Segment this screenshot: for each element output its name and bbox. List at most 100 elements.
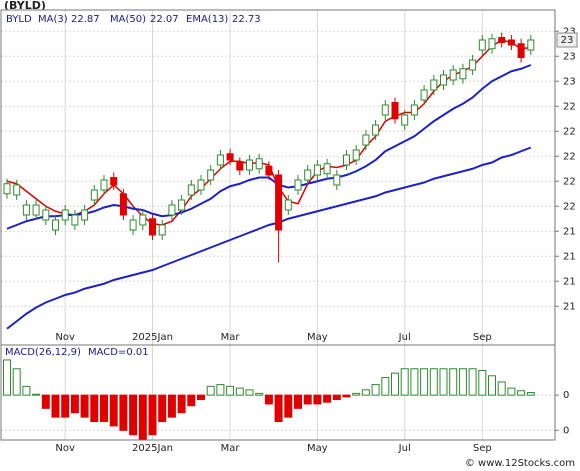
- candle-body: [449, 69, 457, 81]
- candle-body: [226, 153, 234, 161]
- y-tick-label: 0: [563, 425, 569, 436]
- macd-bar: [235, 387, 244, 396]
- y-tick-label: 21: [563, 251, 576, 262]
- candle-body: [430, 79, 438, 91]
- candle-body: [187, 184, 195, 196]
- y-tick-label: 0: [563, 390, 569, 401]
- macd-bar: [226, 385, 235, 396]
- candle-body: [158, 224, 166, 236]
- macd-bar: [90, 394, 99, 423]
- y-tick-label: 23: [563, 76, 576, 87]
- candle-body: [517, 43, 525, 58]
- macd-bar: [12, 368, 21, 396]
- x-tick-label: 2025Jan: [132, 332, 173, 343]
- macd-bar: [352, 392, 361, 396]
- candle-body: [507, 39, 515, 46]
- candle-body: [294, 179, 302, 191]
- macd-bar: [400, 368, 409, 396]
- last-price-box: [556, 32, 578, 48]
- macd-bar: [264, 394, 273, 405]
- macd-bar: [177, 394, 186, 414]
- macd-bar: [449, 368, 458, 396]
- macd-bar: [129, 394, 138, 436]
- candle-body: [71, 214, 79, 226]
- macd-bar: [148, 394, 157, 436]
- x-tick-label: 2025Jan: [132, 443, 173, 454]
- candle-body: [401, 114, 409, 126]
- macd-bar: [22, 385, 31, 396]
- macd-bar: [526, 392, 535, 396]
- ticker-label: BYLD: [6, 14, 32, 25]
- legend-value: 22.73: [232, 14, 261, 25]
- macd-bar: [216, 384, 225, 396]
- x-tick-label: May: [307, 332, 328, 343]
- moving-average-line: [6, 64, 532, 230]
- candle-body: [362, 134, 370, 146]
- macd-bar: [381, 377, 390, 396]
- macd-bar: [410, 368, 419, 396]
- candle-body: [207, 169, 215, 181]
- macd-bar: [391, 372, 399, 396]
- macd-bar: [100, 394, 108, 423]
- macd-bar: [313, 394, 322, 405]
- candle-body: [149, 218, 156, 236]
- candle-body: [119, 193, 127, 216]
- candle-body: [352, 149, 360, 161]
- macd-bar: [158, 394, 167, 423]
- macd-bar: [488, 375, 496, 396]
- x-tick-label: Mar: [221, 332, 241, 343]
- macd-bar: [517, 390, 526, 396]
- macd-bar: [303, 394, 312, 405]
- candle-body: [216, 154, 224, 166]
- macd-bar: [439, 368, 448, 396]
- x-tick-label: Nov: [55, 443, 75, 454]
- x-tick-label: Jul: [398, 443, 411, 454]
- y-tick-label: 21: [563, 301, 576, 312]
- macd-bar: [323, 394, 332, 403]
- macd-bar: [109, 394, 118, 427]
- candle-body: [381, 104, 389, 116]
- macd-bar: [3, 359, 11, 396]
- macd-bar: [138, 394, 147, 440]
- macd-bar: [371, 384, 380, 396]
- chart-title: (BYLD): [4, 0, 46, 12]
- candle-body: [459, 68, 467, 80]
- macd-bar: [420, 368, 429, 396]
- candle-body: [32, 204, 40, 216]
- candle-body: [313, 164, 321, 176]
- macd-bar: [342, 394, 351, 398]
- macd-bar: [197, 394, 205, 401]
- macd-bar: [187, 394, 196, 407]
- y-tick-label: 22: [563, 201, 576, 212]
- candle-body: [478, 39, 486, 51]
- macd-bar: [274, 394, 283, 423]
- macd-bar: [458, 368, 467, 396]
- candle-body: [440, 74, 447, 86]
- macd-bar: [294, 394, 302, 409]
- macd-bar: [468, 368, 477, 396]
- x-tick-label: Jul: [398, 332, 411, 343]
- candle-body: [372, 124, 380, 136]
- candle-body: [391, 102, 399, 120]
- candle-body: [246, 159, 253, 171]
- y-tick-label: 21: [563, 276, 576, 287]
- y-tick-label: 22: [563, 176, 576, 187]
- macd-bar: [361, 389, 370, 396]
- x-tick-label: Sep: [473, 332, 492, 343]
- candle-body: [52, 219, 59, 231]
- macd-bar: [332, 394, 341, 401]
- legend-name: MA(3): [38, 14, 68, 25]
- candle-body: [304, 169, 312, 181]
- candle-body: [3, 183, 11, 195]
- macd-bar: [119, 394, 128, 431]
- macd-bar: [206, 385, 215, 396]
- y-tick-label: 23: [563, 51, 576, 62]
- candle-body: [42, 209, 50, 221]
- y-tick-label: 22: [563, 126, 576, 137]
- x-tick-label: Nov: [55, 332, 75, 343]
- x-tick-label: Sep: [473, 443, 492, 454]
- candle-body: [343, 154, 350, 166]
- candle-body: [527, 39, 535, 51]
- candle-body: [275, 174, 283, 231]
